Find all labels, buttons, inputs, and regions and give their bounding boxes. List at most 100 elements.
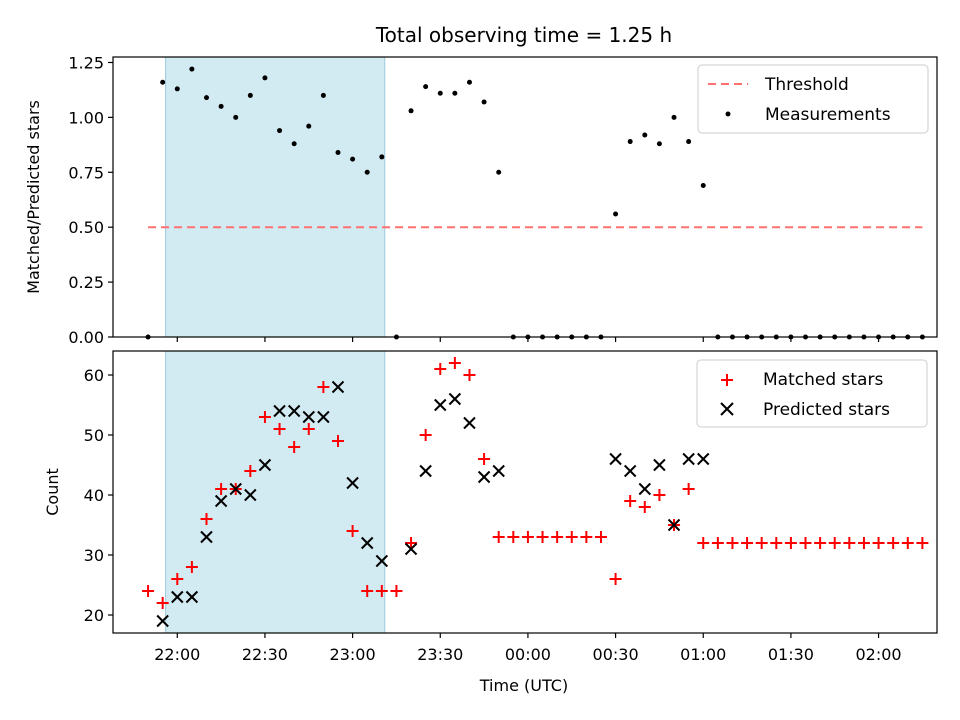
count-x-ticks: 22:00 22:30 23:00 23:30 00:00 00:30 01:00 01:30… — [154, 633, 902, 664]
matched-star-marker — [273, 423, 286, 435]
measurement-point — [496, 169, 502, 175]
predicted-star-marker — [156, 614, 169, 628]
matched-star-marker — [171, 573, 184, 585]
ratio-y-ticks: 0.00 0.25 0.50 0.75 1.00 1.25 — [68, 53, 113, 347]
matched-star-marker — [697, 537, 710, 549]
predicted-star-marker — [214, 494, 228, 508]
matched-star-marker — [288, 441, 301, 453]
measurement-point — [700, 182, 706, 188]
predicted-star-marker — [638, 482, 652, 496]
predicted-star-marker — [375, 554, 389, 568]
predicted-star-marker — [346, 476, 359, 490]
measurement-point — [262, 75, 268, 81]
predicted-star-marker — [682, 452, 695, 466]
matched-star-marker — [156, 597, 169, 609]
count-axes-frame — [112, 350, 938, 634]
count-y-tick-label: 40 — [84, 486, 104, 505]
count-legend: Matched stars Predicted stars — [696, 359, 928, 428]
measurement-point — [350, 156, 356, 162]
count-y-tick-label: 30 — [84, 546, 104, 565]
legend-measurements-label: Measurements — [765, 105, 891, 125]
x-tick-label: 02:00 — [856, 645, 902, 664]
legend-threshold-label: Threshold — [764, 75, 849, 95]
measurement-point — [204, 95, 210, 101]
matched-star-marker — [901, 537, 914, 549]
matched-star-marker — [258, 411, 271, 423]
x-tick-label: 23:00 — [330, 645, 376, 664]
matched-star-marker — [565, 531, 578, 543]
measurement-point — [189, 66, 195, 72]
measurement-point — [160, 79, 166, 85]
count-y-tick-label: 50 — [84, 426, 104, 445]
predicted-star-markers — [156, 380, 710, 628]
matched-star-marker — [200, 513, 213, 525]
predicted-star-marker — [404, 542, 418, 556]
chart-title: Total observing time = 1.25 h — [375, 23, 672, 47]
legend-predicted-label: Predicted stars — [763, 400, 890, 420]
measurement-point — [379, 154, 385, 160]
predicted-star-marker — [229, 482, 242, 496]
legend-measurements-swatch — [725, 111, 731, 117]
measurement-point — [291, 141, 297, 147]
measurement-point — [174, 86, 180, 92]
measurement-point — [408, 108, 414, 114]
ratio-y-tick-label: 0.00 — [68, 328, 104, 347]
predicted-star-marker — [419, 464, 432, 478]
matched-star-marker — [828, 537, 841, 549]
matched-star-marker — [799, 537, 812, 549]
ratio-legend: Threshold Measurements — [697, 64, 929, 134]
matched-star-marker — [872, 537, 885, 549]
predicted-star-marker — [477, 470, 491, 484]
matched-star-marker — [434, 363, 447, 375]
ratio-y-tick-label: 0.25 — [68, 273, 104, 292]
predicted-star-marker — [331, 380, 345, 394]
predicted-star-marker — [667, 518, 681, 532]
x-tick-label: 00:30 — [593, 645, 639, 664]
x-tick-label: 01:00 — [680, 645, 726, 664]
matched-star-marker — [755, 537, 768, 549]
measurement-point — [218, 103, 224, 109]
matched-star-marker — [507, 531, 520, 543]
count-shaded-interval — [165, 350, 386, 634]
measurement-point — [364, 169, 370, 175]
ratio-axes-frame — [112, 56, 938, 338]
matched-star-marker — [478, 453, 491, 465]
measurement-point — [613, 211, 619, 217]
predicted-star-marker — [609, 452, 622, 466]
count-y-tick-label: 60 — [84, 366, 104, 385]
matched-star-marker — [916, 537, 929, 549]
matched-star-marker — [142, 585, 155, 597]
predicted-star-marker — [448, 392, 462, 406]
predicted-star-marker — [244, 488, 257, 502]
predicted-star-marker — [273, 404, 286, 418]
matched-star-marker — [609, 573, 622, 585]
matched-star-marker — [244, 465, 257, 477]
matched-star-marker — [185, 561, 198, 573]
matched-star-marker — [390, 585, 403, 597]
measurement-point — [247, 92, 253, 98]
predicted-star-marker — [463, 416, 476, 430]
measurement-point — [452, 90, 458, 96]
ratio-y-axis-label: Matched/Predicted stars — [24, 100, 43, 294]
ratio-x-ticks — [176, 337, 880, 342]
matched-star-marker — [405, 537, 418, 549]
matched-star-marker — [843, 537, 856, 549]
predicted-star-marker — [653, 458, 666, 472]
x-tick-label: 22:30 — [242, 645, 288, 664]
matched-star-marker — [638, 501, 651, 513]
matched-star-marker — [580, 531, 593, 543]
ratio-shaded-interval — [165, 56, 386, 338]
matched-star-marker — [682, 483, 695, 495]
x-tick-label: 00:00 — [505, 645, 551, 664]
matched-star-marker — [375, 585, 388, 597]
measurement-point — [320, 92, 326, 98]
matched-star-marker — [419, 429, 432, 441]
matched-star-marker — [463, 369, 476, 381]
ratio-y-tick-label: 0.50 — [68, 218, 104, 237]
predicted-star-marker — [623, 464, 637, 478]
matched-star-marker — [594, 531, 607, 543]
measurement-point — [627, 139, 633, 145]
matched-star-marker — [653, 489, 666, 501]
matched-star-marker — [624, 495, 637, 507]
